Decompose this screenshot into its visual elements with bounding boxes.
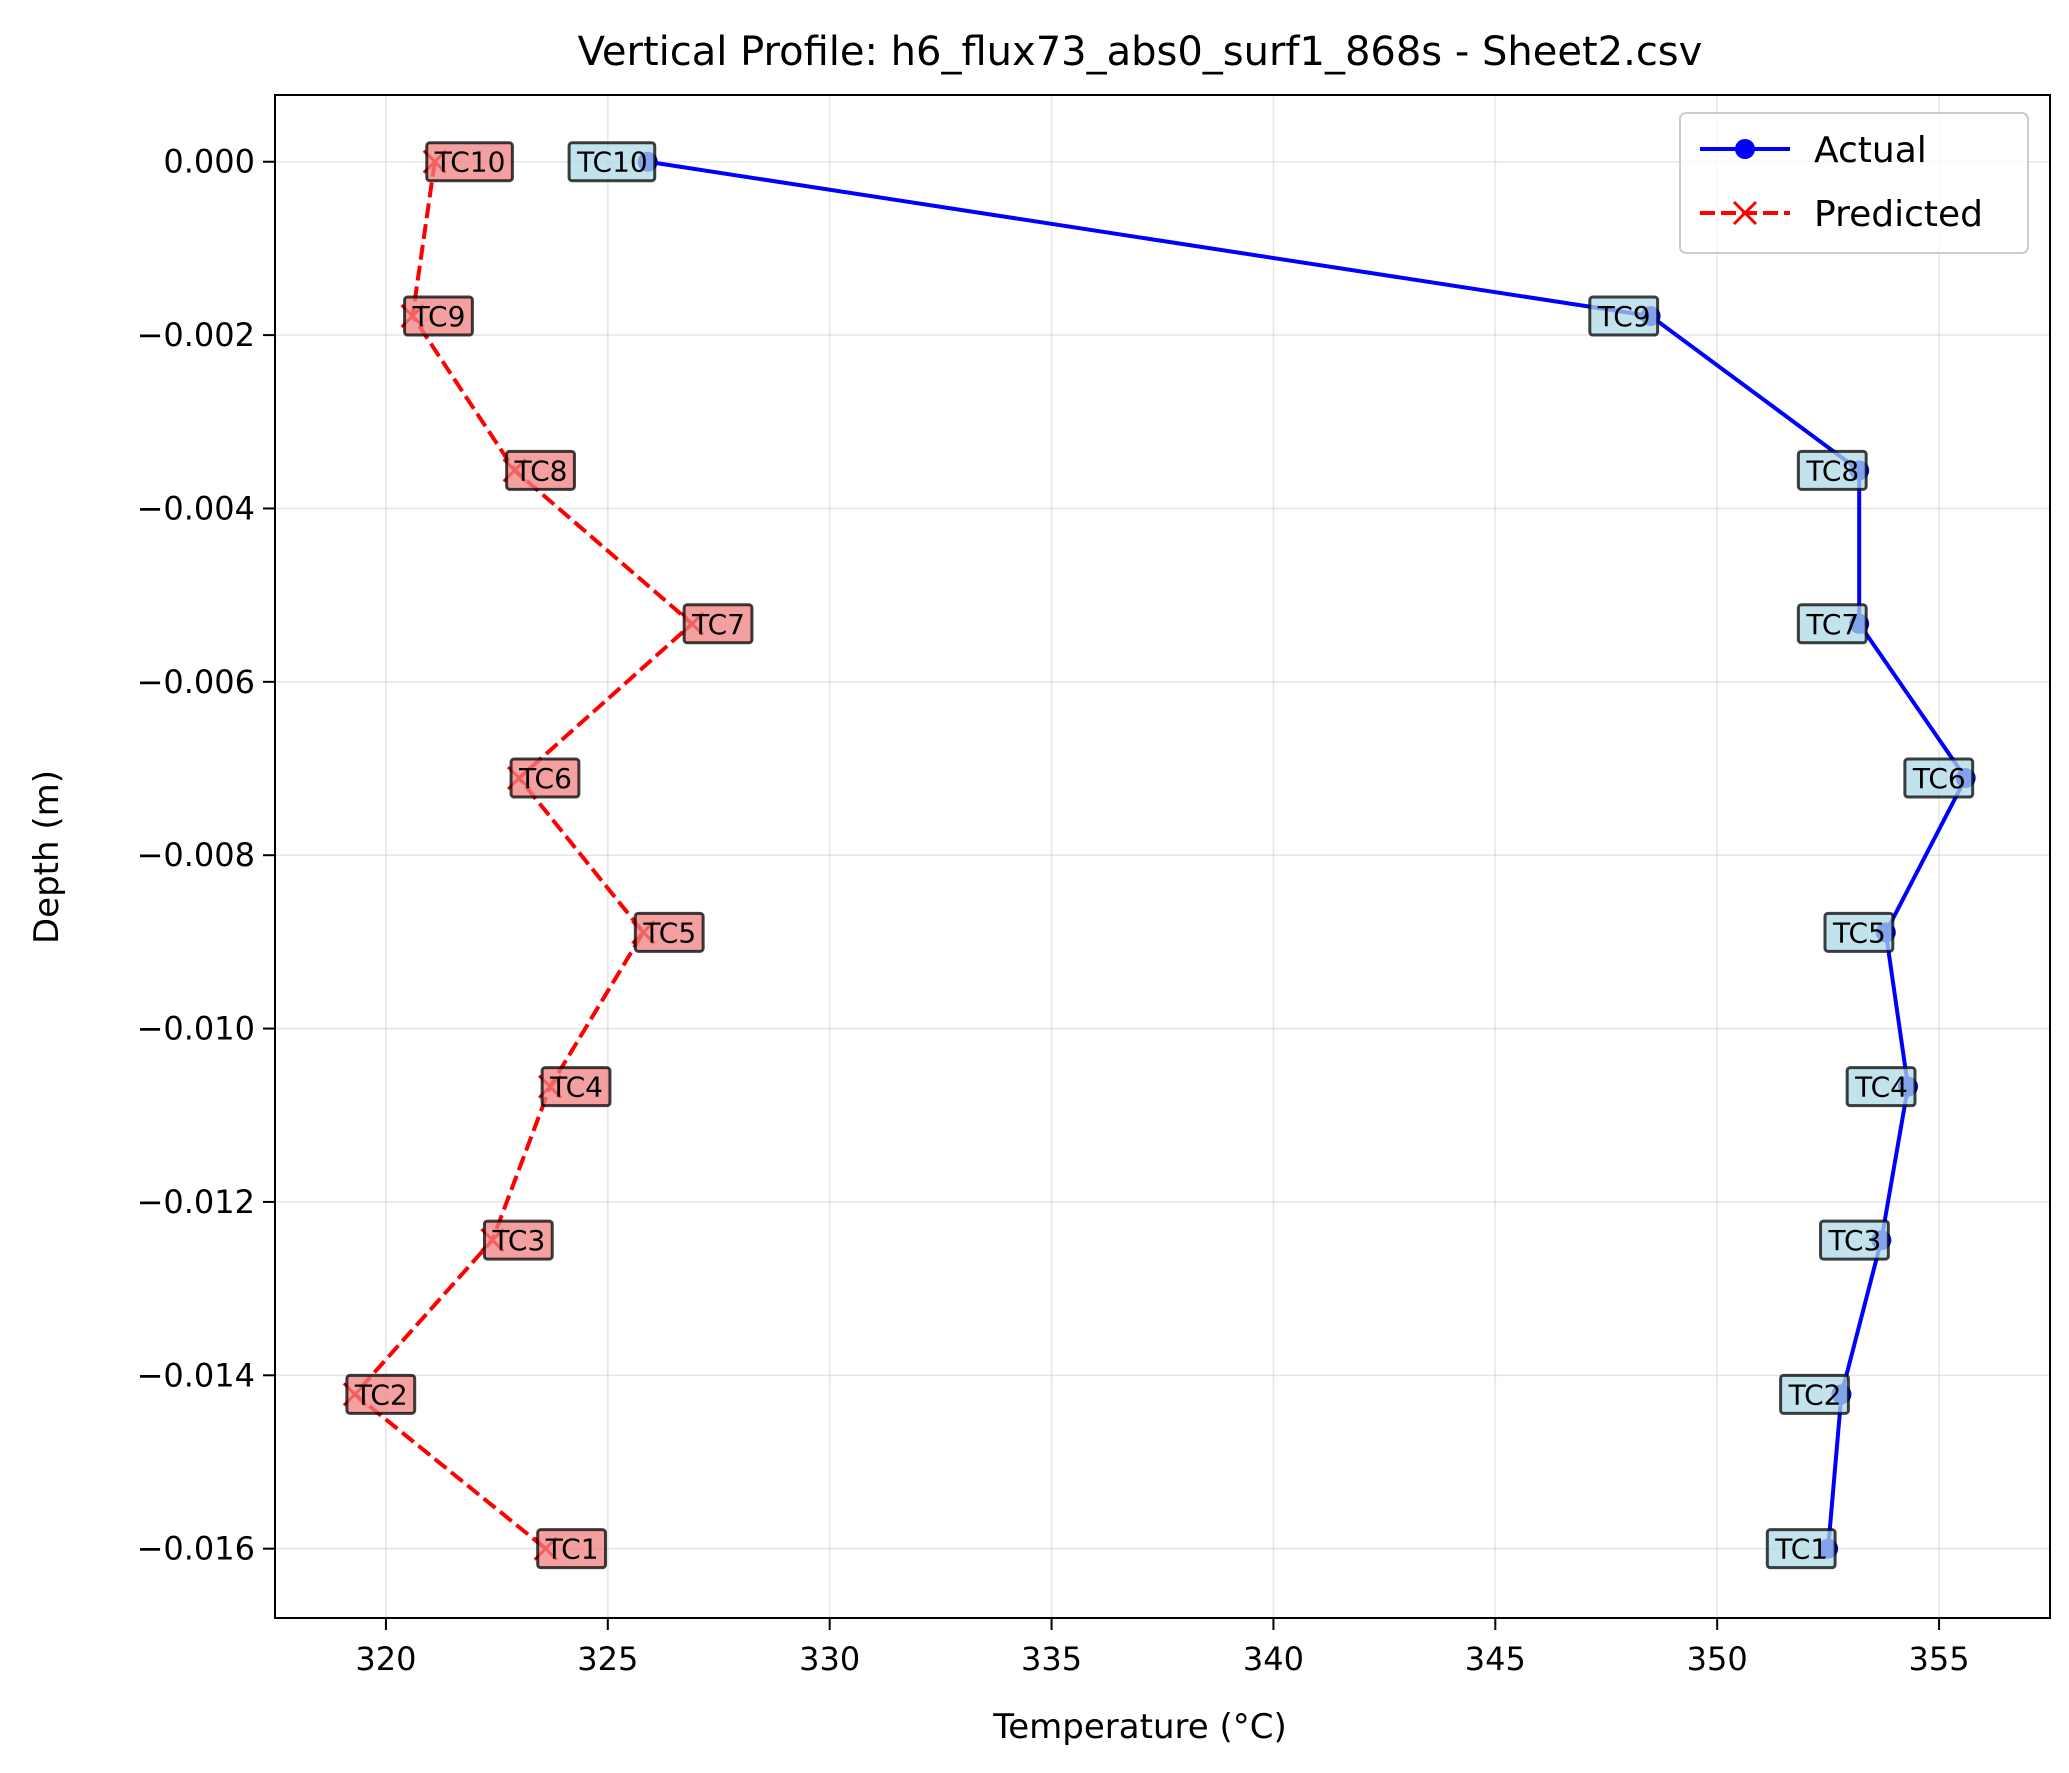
point-label-box — [567, 141, 657, 183]
point-label-text: TC4 — [549, 1071, 603, 1104]
point-label-box — [1819, 1219, 1890, 1261]
point-label-box — [536, 1528, 608, 1570]
x-axis-label: Temperature (°C) — [992, 1707, 1286, 1747]
y-tick-label: −0.016 — [137, 1530, 255, 1568]
point-label-text: TC9 — [412, 300, 466, 333]
point-label-box — [425, 141, 514, 183]
y-tick-label: −0.008 — [137, 836, 255, 874]
point-label-box — [1823, 911, 1895, 953]
point-label-box — [345, 1373, 417, 1415]
point-label: TC9 — [403, 295, 474, 337]
series-predicted: TC10 TC9 TC8 TC7 TC6 TC5 TC4 TC3 TC2 TC1 — [342, 141, 754, 1570]
point-label: TC7 — [1796, 603, 1868, 645]
point-label: TC7 — [682, 603, 754, 645]
legend-label: Actual — [1814, 130, 1927, 171]
y-tick-label: 0.000 — [163, 143, 255, 181]
point-label-text: TC2 — [354, 1378, 408, 1411]
point-label: TC4 — [540, 1066, 612, 1108]
y-tick-label: −0.010 — [137, 1010, 255, 1048]
point-label-text: TC10 — [434, 146, 506, 179]
point-label: TC10 — [425, 141, 514, 183]
y-tick-label: −0.006 — [137, 663, 255, 701]
point-label-box — [682, 603, 754, 645]
point-label: TC10 — [567, 141, 657, 183]
y-axis-label: Depth (m) — [27, 770, 67, 944]
x-tick-label: 350 — [1687, 1640, 1748, 1678]
series-line — [351, 161, 696, 1551]
point-label: TC5 — [1823, 911, 1895, 953]
point-label: TC8 — [505, 449, 576, 491]
point-label-box — [403, 295, 474, 337]
point-label-box — [1796, 449, 1868, 491]
point-label: TC6 — [1903, 757, 1975, 799]
point-label-box — [505, 449, 576, 491]
point-label: TC1 — [536, 1528, 608, 1570]
x-tick-label: 320 — [355, 1640, 416, 1678]
y-tick-label: −0.014 — [137, 1356, 255, 1394]
point-label-text: TC2 — [1788, 1378, 1842, 1411]
point-label-box — [633, 911, 705, 953]
x-tick-label: 355 — [1909, 1640, 1970, 1678]
x-tick-label: 325 — [577, 1640, 638, 1678]
point-label-text: TC8 — [1805, 454, 1859, 487]
point-label-box — [540, 1066, 612, 1108]
grid — [275, 95, 2050, 1618]
point-label-text: TC6 — [518, 762, 572, 795]
point-label-text: TC1 — [1774, 1533, 1828, 1566]
legend: Actual Predicted — [1679, 112, 2029, 254]
x-tick-label: 335 — [1021, 1640, 1082, 1678]
y-tick-label: −0.002 — [137, 316, 255, 354]
point-label-text: TC10 — [576, 146, 648, 179]
point-label: TC4 — [1845, 1066, 1917, 1108]
point-label-text: TC7 — [1805, 608, 1859, 641]
x-tick-label: 330 — [799, 1640, 860, 1678]
series-group: TC10TC9TC8TC7TC6TC5TC4TC3TC2TC1TC10TC9TC… — [342, 141, 1976, 1570]
point-label: TC3 — [1819, 1219, 1890, 1261]
point-label-box — [1845, 1066, 1917, 1108]
series-actual: TC10 TC9 TC8 TC7 TC6 TC5 TC4 TC3 TC2 TC1 — [567, 141, 1976, 1570]
point-label-text: TC9 — [1597, 300, 1651, 333]
point-label-box — [1779, 1373, 1850, 1415]
point-label-box — [509, 757, 581, 799]
point-label-box — [482, 1219, 554, 1261]
point-label-box — [1765, 1528, 1837, 1570]
point-label-box — [1903, 757, 1975, 799]
point-label-text: TC4 — [1854, 1071, 1908, 1104]
point-label-text: TC5 — [642, 916, 696, 949]
x-tick-label: 340 — [1243, 1640, 1304, 1678]
y-tick-label: −0.012 — [137, 1183, 255, 1221]
legend-marker — [1732, 200, 1758, 226]
point-label: TC1 — [1765, 1528, 1837, 1570]
plot-frame — [274, 94, 2051, 1619]
chart-title: Vertical Profile: h6_flux73_abs0_surf1_8… — [578, 29, 1703, 75]
legend-label: Predicted — [1814, 194, 1983, 235]
point-label-text: TC7 — [691, 608, 745, 641]
point-label: TC3 — [482, 1219, 554, 1261]
point-label: TC8 — [1796, 449, 1868, 491]
point-label-box — [1588, 295, 1660, 337]
axis-ticks: 320 325 330 335 340 345 350 355 0.000 −0.002 −0.00… — [137, 143, 1970, 1678]
point-label-text: TC1 — [545, 1533, 599, 1566]
point-label-text: TC3 — [491, 1224, 545, 1257]
point-label: TC6 — [509, 757, 581, 799]
point-label-box — [1796, 603, 1868, 645]
point-label-text: TC8 — [514, 454, 568, 487]
point-label: TC2 — [1779, 1373, 1850, 1415]
x-tick-label: 345 — [1465, 1640, 1526, 1678]
y-tick-label: −0.004 — [137, 489, 255, 527]
legend-marker — [1735, 139, 1755, 159]
point-label: TC2 — [345, 1373, 417, 1415]
point-label: TC9 — [1588, 295, 1660, 337]
series-line — [647, 159, 1969, 1549]
point-label: TC5 — [633, 911, 705, 953]
point-label-text: TC3 — [1828, 1224, 1882, 1257]
point-label-text: TC6 — [1912, 762, 1966, 795]
point-label-text: TC5 — [1832, 916, 1886, 949]
